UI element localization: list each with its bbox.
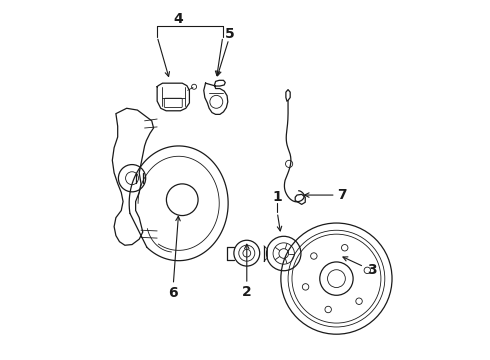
Text: 5: 5: [225, 27, 235, 41]
Text: 2: 2: [242, 285, 252, 299]
Text: 6: 6: [169, 286, 178, 300]
Text: 3: 3: [367, 263, 376, 276]
Text: 4: 4: [174, 12, 184, 26]
Text: 1: 1: [272, 190, 282, 204]
Text: 7: 7: [338, 188, 347, 202]
